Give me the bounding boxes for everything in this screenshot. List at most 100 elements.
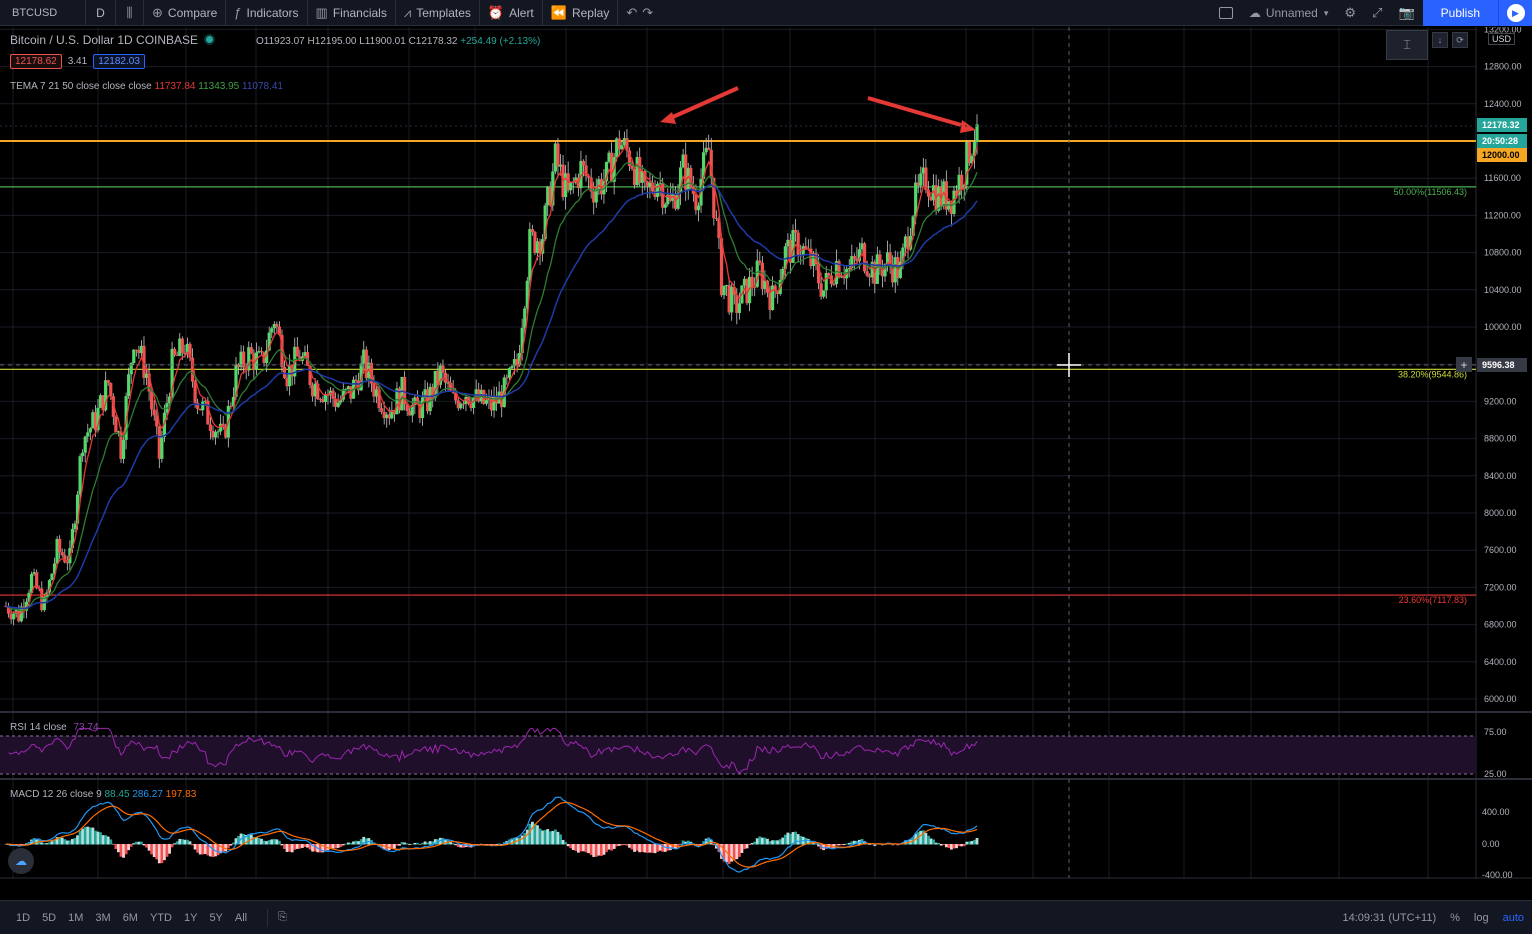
symbol-search[interactable]: BTCUSD	[0, 0, 86, 26]
candle-body	[459, 403, 463, 409]
rsi-tick-label: 75.00	[1484, 727, 1507, 737]
chart-type-button[interactable]: ⫼	[116, 0, 144, 26]
publish-button[interactable]: Publish	[1422, 0, 1498, 26]
candle-body	[839, 276, 844, 278]
financials-button[interactable]: ▥ Financials	[308, 0, 396, 26]
fullscreen-button[interactable]: ⤢	[1364, 0, 1390, 26]
macd-bar	[835, 844, 838, 846]
sell-price-button[interactable]: 12178.62	[10, 54, 62, 69]
macd-bar	[548, 831, 552, 845]
range-5d[interactable]: 5D	[42, 911, 57, 924]
candle-body	[224, 425, 228, 438]
macd-bar	[965, 841, 969, 845]
currency-label[interactable]: USD	[1488, 33, 1516, 45]
tema-mid-value: 11343.95	[198, 81, 240, 92]
candle-body	[249, 347, 253, 354]
macd-bar	[625, 844, 629, 846]
chart-canvas[interactable]: 50.00%(11506.43) 38.20%(9544.86) 23.60%(71…	[0, 24, 1532, 896]
interval-button[interactable]: D	[86, 0, 116, 26]
range-1y[interactable]: 1Y	[183, 911, 198, 924]
range-3m[interactable]: 3M	[95, 911, 111, 924]
candle-body	[617, 138, 621, 150]
settings-button[interactable]: ⚙	[1336, 0, 1364, 26]
candle-body	[104, 380, 108, 411]
buy-price-button[interactable]: 12182.03	[93, 54, 145, 69]
candle-body	[380, 408, 384, 412]
reset-button[interactable]: ⟳	[1452, 32, 1468, 48]
play-button[interactable]: ▶	[1498, 0, 1532, 26]
macd-bar	[924, 832, 928, 845]
range-1m[interactable]: 1M	[68, 911, 84, 924]
chart-area[interactable]: 50.00%(11506.43) 38.20%(9544.86) 23.60%(71…	[0, 24, 1532, 896]
range-6m[interactable]: 6M	[122, 911, 138, 924]
macd-bar	[152, 844, 156, 858]
macd-bar	[196, 844, 200, 853]
candle-body	[714, 218, 718, 220]
macd-bar	[285, 844, 289, 852]
compare-button[interactable]: ⊕ Compare	[144, 0, 227, 26]
macd-bar	[104, 835, 108, 845]
macd-bar	[344, 843, 348, 845]
candle-body	[811, 253, 816, 266]
candle-body	[906, 236, 910, 250]
macd-bar	[155, 844, 159, 860]
candle-body	[259, 350, 264, 353]
auto-scale-toggle[interactable]: auto	[1502, 912, 1524, 924]
candle-body	[254, 352, 259, 370]
measure-tool-button[interactable]: ⌶	[1386, 30, 1428, 60]
macd-bar	[569, 844, 573, 849]
candle-body	[438, 365, 442, 385]
layout-name-button[interactable]: ☁ Unnamed ▾	[1241, 0, 1337, 26]
candle-body	[528, 229, 532, 281]
range-5y[interactable]: 5Y	[209, 911, 223, 924]
snapshot-button[interactable]: 📷	[1390, 0, 1422, 26]
candle-body	[321, 399, 325, 402]
log-scale-toggle[interactable]: log	[1473, 912, 1489, 924]
tema-slow-value: 11078.41	[242, 81, 283, 92]
macd-bar	[845, 843, 849, 845]
candle-body	[952, 190, 956, 214]
clock-time[interactable]: 14:09:31 (UTC+11)	[1342, 912, 1437, 924]
candle-body	[666, 194, 670, 205]
alert-button[interactable]: ⏰ Alert	[480, 0, 543, 26]
candle-body	[354, 379, 358, 382]
scroll-down-button[interactable]: ↓	[1432, 32, 1448, 48]
candle-body	[441, 365, 445, 373]
macd-bar	[99, 832, 102, 845]
macd-bar	[605, 844, 608, 853]
replay-button[interactable]: ⏪ Replay	[543, 0, 619, 26]
tema-legend[interactable]: TEMA 7 21 50 close close close 11737.84 …	[10, 81, 283, 92]
range-all[interactable]: All	[234, 911, 248, 924]
candle-body	[415, 397, 419, 404]
undo-button[interactable]: ↶ ↷	[618, 0, 666, 26]
percent-scale-toggle[interactable]: %	[1450, 912, 1460, 924]
macd-bar	[656, 844, 659, 852]
financials-label: Financials	[332, 5, 387, 20]
tema-slow-line	[5, 184, 978, 610]
bottom-toolbar: 1D 5D 1M 3M 6M YTD 1Y 5Y All ⎘ 14:09:31 (UTC+11)…	[0, 900, 1532, 934]
candle-body	[73, 523, 77, 530]
series-title: Bitcoin / U.S. Dollar 1D COINBASE	[10, 33, 199, 47]
macd-bar	[651, 844, 654, 853]
rsi-legend[interactable]: RSI 14 close 73.74	[10, 722, 99, 733]
candle-body	[791, 230, 795, 263]
candle-body	[635, 157, 639, 186]
range-ytd[interactable]: YTD	[149, 911, 172, 924]
candle-body	[132, 349, 136, 364]
fullscreen-toggle-button[interactable]	[1211, 0, 1241, 26]
macd-legend[interactable]: MACD 12 26 close 9 88.45 286.27 197.83	[10, 789, 196, 800]
candle-body	[155, 415, 159, 427]
macd-bar	[763, 837, 767, 845]
range-1d[interactable]: 1D	[16, 911, 31, 924]
macd-bar	[288, 844, 292, 852]
tradingview-logo[interactable]: ☁	[8, 848, 34, 874]
macd-bar	[275, 839, 279, 845]
candle-body	[242, 351, 246, 368]
candle-body	[558, 164, 563, 167]
macd-bar	[421, 842, 424, 845]
macd-bar	[939, 844, 943, 846]
candle-body	[492, 395, 496, 411]
goto-date-button[interactable]: ⎘	[278, 911, 287, 924]
templates-button[interactable]: ⩘ Templates	[396, 0, 480, 26]
indicators-button[interactable]: ƒ Indicators	[226, 0, 308, 26]
